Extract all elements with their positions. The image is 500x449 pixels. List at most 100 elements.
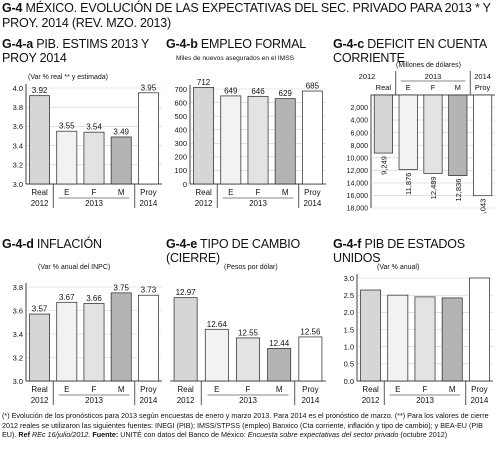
data-label: 12,836 — [454, 179, 463, 202]
y-tick-label: 3.2 — [13, 161, 23, 170]
data-label: 12.55 — [238, 328, 259, 337]
y-tick-label: 3.8 — [13, 283, 23, 292]
group-label: 2013 — [425, 72, 442, 81]
bar-real — [29, 95, 51, 185]
footnote-source-text: UNITÉ con datos del Banco de México: — [120, 430, 246, 440]
bar-real — [360, 289, 382, 382]
bar-m — [274, 98, 296, 185]
chart-subtitle: (Var % anual) — [377, 264, 419, 271]
group-label: 2014 — [474, 72, 491, 81]
footnote: (*) Evolución de los pronósticos para 20… — [2, 411, 498, 440]
chart-deficit-cuenta-corriente: (Millones de dólares) 2012 2013 2014 Real E F M… — [347, 62, 495, 214]
data-label: 712 — [197, 78, 211, 87]
chart-subtitle: (Var % real ** y estimada) — [28, 74, 108, 81]
group-label: 2014 — [304, 199, 322, 208]
category-label: Proy — [140, 385, 156, 394]
data-label: 3.66 — [86, 294, 102, 303]
data-label: 3.73 — [141, 286, 157, 295]
bar-real — [373, 94, 393, 154]
data-label: 3.49 — [113, 127, 129, 136]
category-label: E — [214, 385, 219, 394]
y-tick-label: 0.5 — [344, 360, 354, 369]
y-tick-label: 700 — [174, 85, 187, 94]
bar-f — [247, 95, 269, 185]
group-label: 2012 — [359, 72, 376, 81]
y-tick-label: 16,000 — [347, 193, 369, 200]
footnote-source-italic: Encuesta sobre expectativas del sector p… — [247, 430, 399, 440]
y-tick-label: 3.0 — [13, 180, 23, 189]
y-tick-label: 100 — [174, 166, 187, 175]
data-label: 12.44 — [269, 339, 290, 348]
bar-m — [110, 136, 132, 185]
panel-title: G-4-c DEFICIT EN CUENTA CORRIENTE — [333, 37, 487, 65]
chart-inflacion: (Var % anual del INPC) 3.8 3.6 3.4 3.2 3.0 3.5… — [13, 264, 162, 405]
y-tick-label: 0.0 — [344, 377, 354, 386]
data-label: 649 — [224, 86, 238, 95]
category-label: Proy — [304, 188, 320, 197]
footnote-ref-label: Ref — [18, 430, 30, 440]
category-label: Real — [31, 188, 48, 197]
bar-f — [414, 296, 436, 382]
y-tick-label: 1.0 — [344, 342, 354, 351]
bar-e — [220, 95, 242, 185]
group-label: 2012 — [31, 199, 49, 208]
chart-subtitle: (Millones de dólares) — [396, 62, 461, 69]
data-label: 685 — [306, 82, 320, 91]
data-label: 12.56 — [300, 327, 321, 336]
group-label: 2012 — [31, 396, 49, 405]
category-label: E — [64, 188, 69, 197]
y-tick-label: 6,000 — [350, 130, 368, 137]
y-tick-label: 200 — [174, 153, 187, 162]
panel-title: G-4-f PIB DE ESTADOS UNIDOS — [333, 237, 465, 265]
y-tick-label: 600 — [174, 98, 187, 107]
group-label: 2014 — [140, 199, 158, 208]
bar-e — [398, 94, 418, 170]
category-label: M — [455, 83, 461, 92]
category-label: M — [282, 188, 289, 197]
panel-inflacion: G-4-d INFLACIÓN (Var % anual del INPC) 3.… — [2, 237, 164, 410]
group-label: 2013 — [85, 396, 103, 405]
y-tick-label: 1.5 — [344, 325, 354, 334]
category-label: Real — [31, 385, 48, 394]
footnote-ref-text: REc 16/julio/2012. — [31, 430, 91, 440]
category-label: M — [118, 385, 125, 394]
group-label: 2013 — [85, 199, 103, 208]
group-label: 2014 — [302, 396, 320, 405]
category-label: E — [228, 188, 233, 197]
panel-title: G-4-a PIB. ESTIMS 2013 Y PROY 2014 — [2, 37, 150, 65]
panel-title-text: EMPLEO FORMAL — [200, 37, 306, 51]
panel-tipo-de-cambio: G-4-e TIPO DE CAMBIO (CIERRE) (Pesos por… — [166, 237, 328, 410]
panel-title-text: PIB. ESTIMS 2013 Y PROY 2014 — [2, 37, 150, 65]
chart-subtitle: (Pesos por dólar) — [224, 264, 278, 271]
main-title: G-4 MÉXICO. EVOLUCIÓN DE LAS EXPECTATIVA… — [2, 1, 498, 30]
category-label: F — [431, 83, 436, 92]
footnote-source-end: (octubre 2012) — [400, 430, 448, 440]
group-label: 2012 — [177, 396, 195, 405]
category-label: M — [449, 385, 456, 394]
bar-proy — [137, 294, 159, 382]
y-tick-label: 12,000 — [347, 168, 369, 175]
y-tick-label: 14,000 — [347, 180, 369, 187]
panel-title-text: INFLACIÓN — [36, 237, 102, 251]
panel-code: G-4-b — [166, 37, 198, 51]
y-tick-label: 3.6 — [13, 306, 23, 315]
y-tick-label: 3.4 — [13, 330, 23, 339]
y-tick-label: 2,000 — [350, 105, 368, 112]
group-label: 2013 — [249, 199, 267, 208]
panel-title-text: DEFICIT EN CUENTA CORRIENTE — [333, 37, 487, 65]
bar-e — [387, 294, 409, 382]
group-label: 2013 — [239, 396, 257, 405]
bar-real — [29, 313, 51, 382]
panel-title: G-4-b EMPLEO FORMAL — [166, 37, 306, 52]
bar-e — [56, 130, 78, 185]
bar-proy — [473, 94, 493, 197]
bar-f — [236, 337, 260, 382]
bar-proy — [301, 90, 323, 185]
group-label: 2012 — [362, 396, 380, 405]
data-label: 629 — [279, 89, 293, 98]
group-label: 2014 — [140, 396, 158, 405]
category-label: Real — [362, 385, 379, 394]
data-label: 3.75 — [113, 283, 129, 292]
y-tick-label: 10,000 — [347, 155, 369, 162]
footnote-source-label: Fuente: — [92, 430, 119, 440]
